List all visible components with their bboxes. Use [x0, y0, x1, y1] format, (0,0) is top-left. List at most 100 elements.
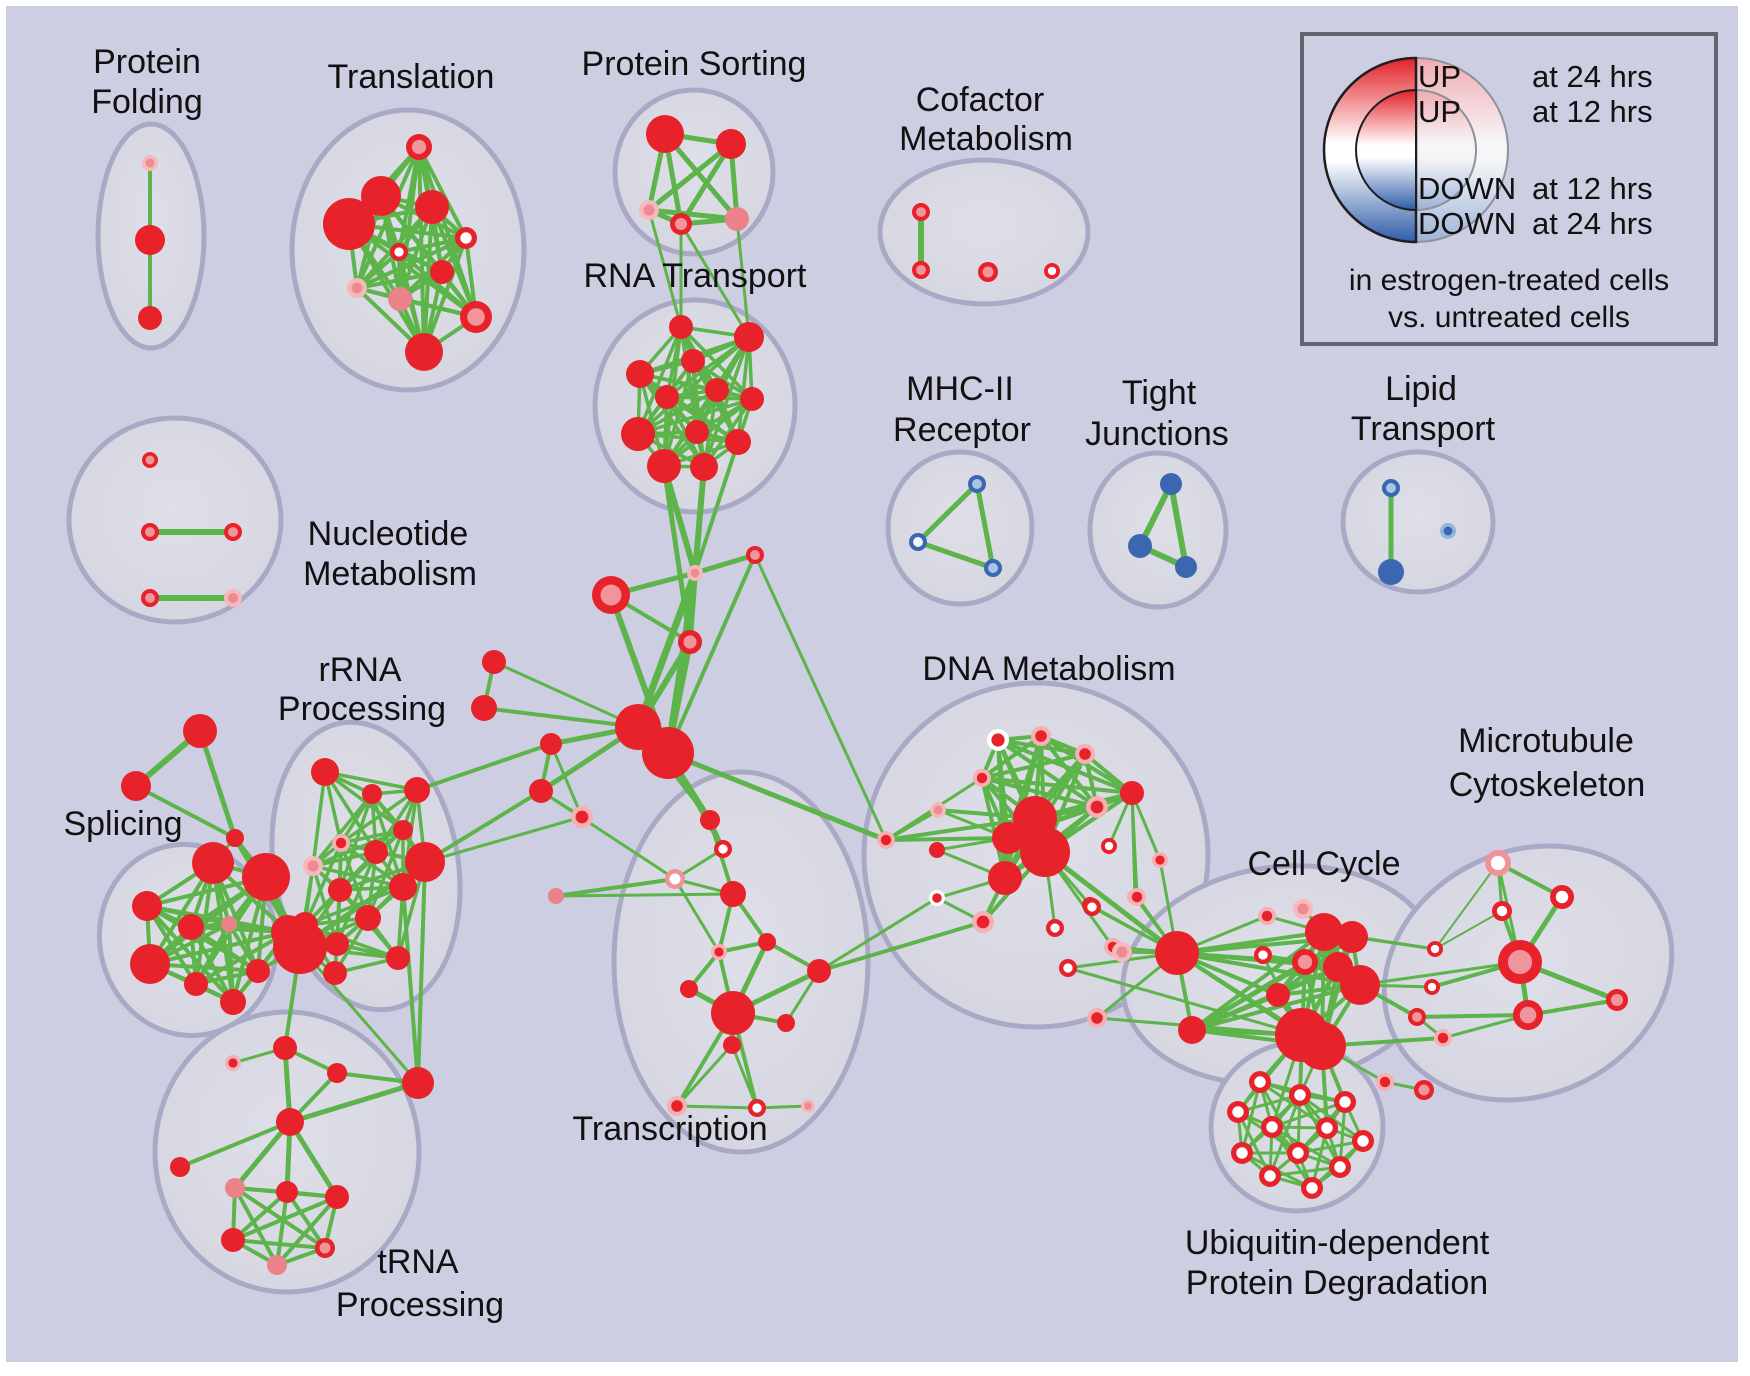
gene-node-center: [1047, 266, 1057, 276]
network-edge: [1526, 998, 1619, 1017]
network-edge: [285, 1190, 327, 1250]
gene-node: [758, 933, 776, 951]
network-edge: [134, 784, 237, 840]
gene-node: [720, 881, 746, 907]
gene-node-center: [1254, 1076, 1266, 1088]
gene-node: [220, 989, 246, 1015]
gene-node-center: [1496, 905, 1508, 917]
network-edge: [693, 440, 740, 575]
network-edge: [323, 770, 419, 792]
gene-node: [323, 961, 347, 985]
legend-down-24-time: at 24 hrs: [1532, 206, 1653, 241]
network-edge: [416, 860, 427, 1085]
cluster-rna-transport-label: RNA Transport: [584, 257, 808, 295]
gene-node-center: [991, 733, 1005, 747]
network-edge: [1434, 862, 1499, 950]
cluster-lipid-transport-ellipse: [1340, 449, 1496, 595]
gene-node: [273, 1036, 297, 1060]
cluster-tight-junctions-ellipse: [1087, 450, 1229, 610]
network-edge: [817, 920, 985, 973]
gene-node: [626, 360, 654, 388]
gene-node: [273, 920, 327, 974]
gene-node-center: [916, 265, 926, 275]
network-edge: [355, 270, 444, 290]
gene-node-center: [690, 568, 700, 578]
network-edge: [634, 569, 699, 731]
cluster-microtubule-cytoskeleton-label: Microtubule: [1458, 722, 1634, 760]
gene-node-center: [411, 139, 427, 155]
network-edge: [1415, 1013, 1530, 1019]
gene-node: [734, 322, 764, 352]
cluster-cofactor-metabolism-ellipse: [877, 157, 1091, 307]
gene-node-center: [1091, 1012, 1103, 1024]
gene-node-center: [575, 810, 589, 824]
legend-down-12-dir: DOWN: [1418, 171, 1517, 206]
network-edge: [817, 896, 939, 973]
network-edge: [178, 1120, 292, 1169]
legend-footer-line2: vs. untreated cells: [1388, 301, 1630, 334]
gene-node-center: [1427, 982, 1437, 992]
gene-node: [402, 1067, 434, 1099]
gene-node: [807, 959, 831, 983]
gene-node-center: [1155, 855, 1165, 865]
gene-node-center: [1063, 963, 1073, 973]
cluster-transcription-label: Transcription: [572, 1110, 767, 1148]
gene-node-center: [1116, 946, 1128, 958]
gene-node-center: [1418, 1084, 1430, 1096]
network-edge: [636, 325, 683, 436]
gene-node-center: [976, 915, 990, 929]
cluster-nucleotide-metabolism-label: Metabolism: [303, 555, 477, 593]
network-edge: [1258, 1080, 1329, 1130]
gene-node-center: [972, 479, 982, 489]
legend-down-24-dir: DOWN: [1418, 206, 1517, 241]
network-edge: [679, 222, 751, 339]
cluster-microtubule-cytoskeleton-label: Cytoskeleton: [1449, 766, 1646, 804]
gene-node-center: [1519, 1006, 1537, 1024]
gene-node: [669, 315, 693, 339]
gene-node: [725, 207, 749, 231]
gene-node: [482, 650, 506, 674]
gene-node-center: [1321, 1122, 1333, 1134]
gene-node-center: [1490, 855, 1506, 871]
gene-node: [680, 980, 698, 998]
gene-node-center: [1339, 1096, 1351, 1108]
cluster-mhc-ii-receptor-label: Receptor: [893, 411, 1031, 449]
network-edge: [679, 325, 754, 401]
network-edge: [980, 734, 1043, 780]
gene-node: [430, 260, 454, 284]
network-edge: [666, 553, 757, 755]
gene-node: [221, 916, 237, 932]
gene-node-center: [467, 308, 485, 326]
cluster-cell-cycle-label: Cell Cycle: [1247, 845, 1400, 883]
network-edge: [730, 1043, 759, 1110]
gene-node: [276, 1108, 304, 1136]
gene-node-center: [1232, 1106, 1244, 1118]
legend-up-24-dir: UP: [1418, 59, 1462, 94]
cluster-transcription-ellipse: [611, 769, 871, 1155]
gene-node: [1175, 556, 1197, 578]
gene-node-center: [913, 537, 923, 547]
network-edge: [980, 752, 1087, 780]
gene-node-center: [1297, 954, 1313, 970]
network-edge: [1434, 910, 1503, 950]
gene-node-center: [145, 158, 155, 168]
network-edge: [311, 864, 405, 889]
network-edge: [661, 463, 698, 576]
gene-node-center: [1261, 910, 1273, 922]
gene-node-center: [145, 527, 155, 537]
cluster-rrna-processing-label: rRNA: [318, 651, 401, 689]
network-edge: [549, 742, 584, 819]
network-edge: [339, 788, 419, 845]
network-edge: [148, 930, 290, 966]
gene-node-center: [1035, 730, 1047, 742]
gene-node-center: [1236, 1147, 1248, 1159]
gene-node-center: [880, 834, 892, 846]
gene-node-center: [982, 266, 994, 278]
gene-node-center: [1507, 949, 1533, 975]
network-edge: [554, 892, 735, 898]
gene-node: [138, 306, 162, 330]
gene-node: [355, 905, 381, 931]
network-edge: [1358, 960, 1522, 987]
gene-node-center: [1610, 993, 1624, 1007]
